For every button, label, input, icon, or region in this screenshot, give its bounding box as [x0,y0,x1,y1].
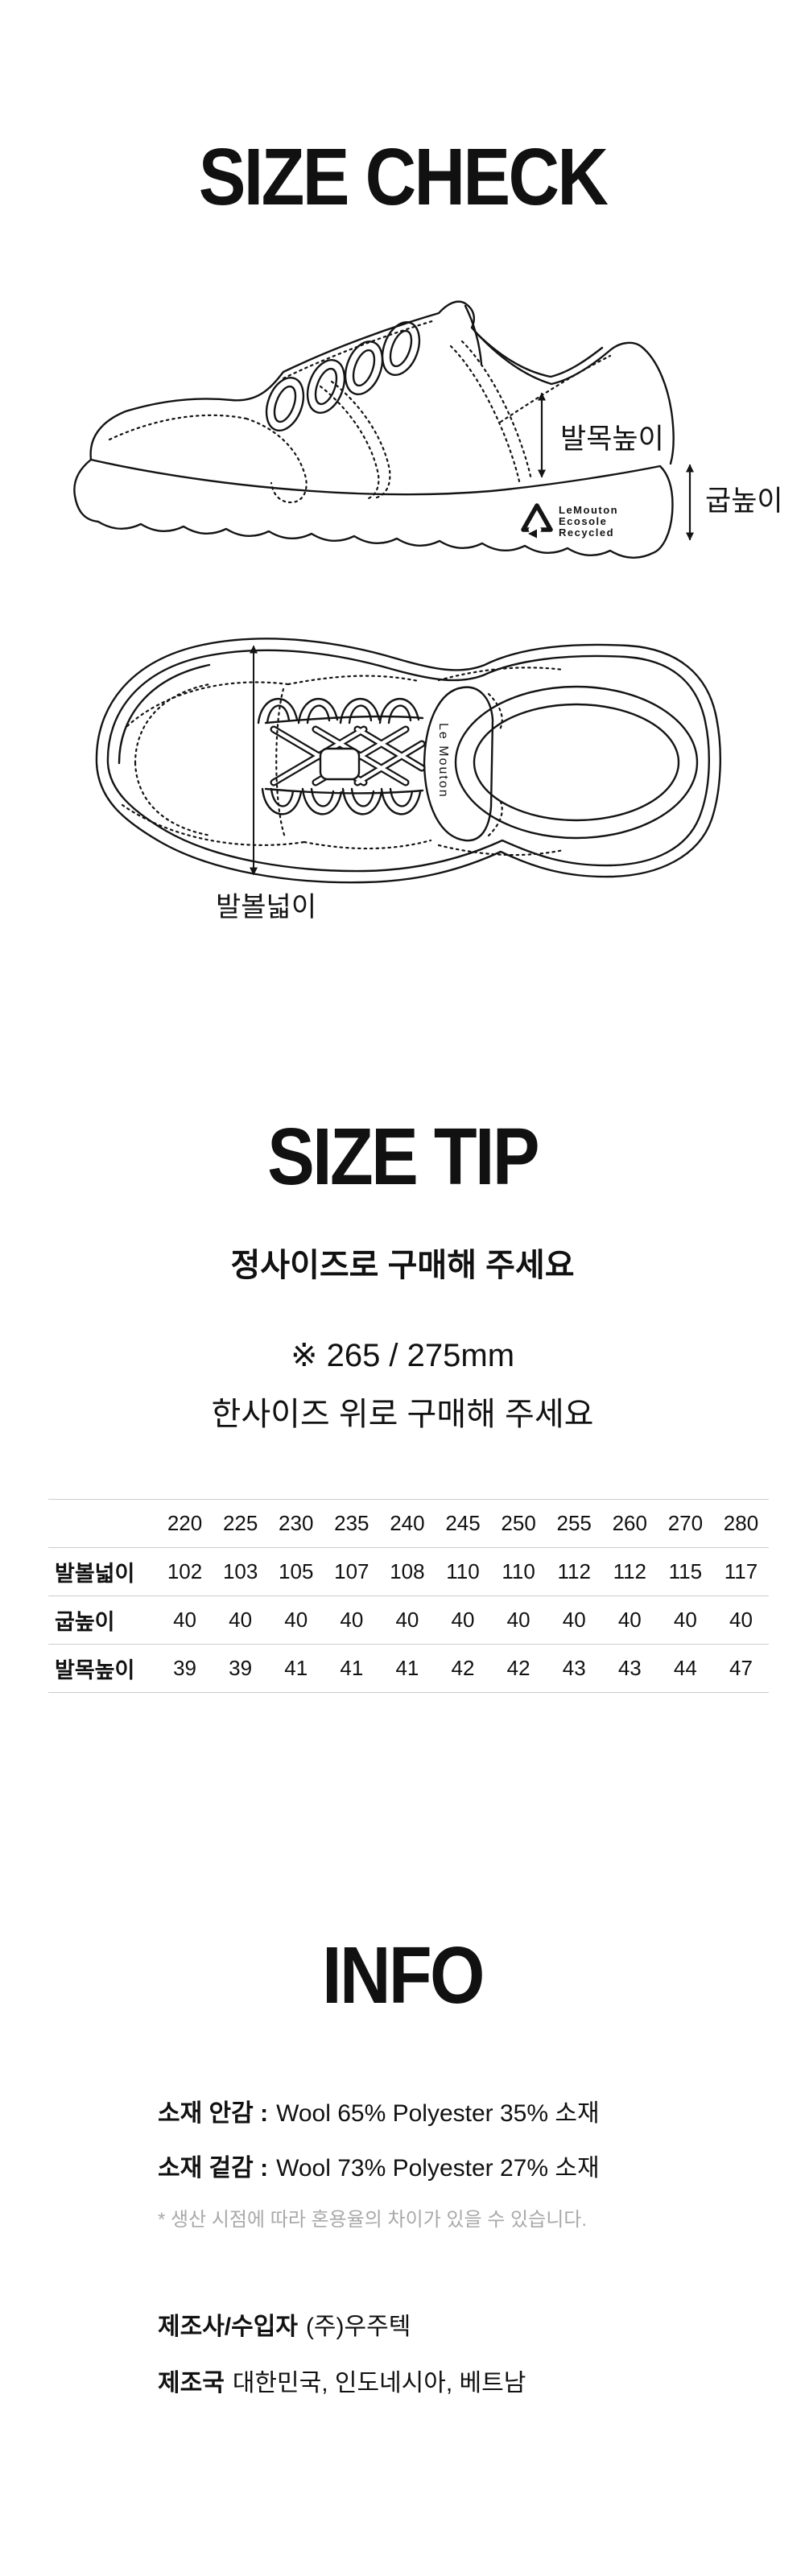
side-sole-outline [73,458,674,559]
svg-text:Recycled: Recycled [559,526,614,539]
table-row: 발목높이 39 39 41 41 41 42 42 43 43 44 47 [48,1645,769,1693]
table-size-header: 220 [167,1511,203,1535]
table-size-header: 270 [667,1511,704,1535]
table-cell: 40 [340,1608,364,1632]
side-upper-outline [89,300,675,465]
shoe-top-view-figure: Le Mouton 발볼넓이 [95,638,721,923]
table-cell: 39 [173,1656,196,1680]
top-tongue-outline [423,686,494,842]
table-cell: 43 [562,1656,586,1680]
size-tip-note-2: 한사이즈 위로 구매해 주세요 [211,1397,594,1432]
table-cell: 108 [390,1559,425,1583]
material-outer-line: 소재 겉감 : Wool 73% Polyester 27% 소재 [158,2157,600,2181]
table-size-header: 235 [334,1511,369,1535]
table-cell: 117 [724,1559,758,1583]
top-lace-loops [257,697,422,815]
top-crossing-laces [270,725,426,786]
table-cell: 43 [617,1656,642,1680]
side-lace-loops [265,321,421,431]
table-size-header: 225 [222,1511,258,1535]
table-cell: 40 [229,1608,253,1632]
table-cell: 103 [222,1559,258,1583]
table-cell: 40 [617,1608,642,1632]
table-cell: 41 [340,1656,364,1680]
table-row-label: 발볼넓이 [55,1562,135,1586]
ankle-height-label: 발목높이 [560,423,664,455]
material-disclaimer: * 생산 시점에 따라 혼용율의 차이가 있을 수 있습니다. [158,2209,588,2231]
table-size-header: 230 [279,1511,314,1535]
foot-width-label: 발볼넓이 [216,892,316,923]
table-cell: 40 [451,1608,475,1632]
table-size-header: 245 [445,1511,481,1535]
top-outer-outline [95,638,721,884]
size-table: 220 225 230 235 240 245 250 255 260 270 280 발볼넓이 102… [48,1499,769,1693]
table-size-header: 280 [723,1511,759,1535]
country-label: 제조국 [158,2370,225,2396]
material-outer-label: 소재 겉감 : [158,2155,269,2182]
tongue-logo-text: Le Mouton [436,723,450,799]
table-cell: 40 [173,1608,196,1632]
table-cell: 40 [562,1608,586,1632]
info-title: INFO [322,1930,485,2021]
manufacturer-value: (주)우주텍 [305,2314,411,2340]
heel-opening-inner [473,703,680,822]
table-size-header: 250 [501,1511,536,1535]
size-tip-title: SIZE TIP [267,1112,539,1202]
table-cell: 39 [229,1656,253,1680]
svg-text:LeMouton: LeMouton [559,504,618,516]
country-value: 대한민국, 인도네시아, 베트남 [232,2370,526,2396]
table-row: 발볼넓이 102 103 105 107 108 110 110 112 112 115 117 [48,1548,769,1596]
table-cell: 40 [506,1608,530,1632]
table-cell: 40 [395,1608,419,1632]
table-row: 굽높이 40 40 40 40 40 40 40 40 40 40 40 [48,1596,769,1645]
sole-logo-text: LeMouton Ecosole Recycled [559,504,618,539]
material-outer-value: Wool 73% Polyester 27% 소재 [276,2155,600,2182]
table-cell: 115 [668,1559,703,1583]
table-row: 220 225 230 235 240 245 250 255 260 270 280 [48,1500,769,1548]
material-lining-label: 소재 안감 : [158,2100,269,2127]
table-cell: 40 [284,1608,308,1632]
top-dotted-seams [121,667,565,857]
svg-text:Ecosole: Ecosole [559,515,607,527]
recycle-triangle-icon [521,503,553,539]
country-line: 제조국 대한민국, 인도네시아, 베트남 [158,2372,526,2396]
table-row-label: 발목높이 [55,1658,135,1682]
table-cell: 42 [506,1656,530,1680]
heel-height-label: 굽높이 [705,485,783,517]
manufacturer-label: 제조사/수입자 [158,2314,298,2340]
size-tip-subtitle: 정사이즈로 구매해 주세요 [230,1248,575,1283]
lace-keeper [319,747,361,781]
table-size-header: 260 [612,1511,647,1535]
size-tip-note-1: ※ 265 / 275mm [290,1338,515,1373]
table-size-header: 240 [390,1511,425,1535]
table-row-label: 굽높이 [55,1610,115,1634]
table-cell: 102 [167,1559,203,1583]
table-cell: 112 [557,1559,591,1583]
size-check-title: SIZE CHECK [198,132,609,222]
table-cell: 40 [729,1608,753,1632]
material-lining-value: Wool 65% Polyester 35% 소재 [276,2100,600,2127]
table-cell: 107 [334,1559,369,1583]
table-cell: 112 [613,1559,647,1583]
table-cell: 40 [673,1608,697,1632]
table-cell: 44 [673,1656,697,1680]
manufacturer-line: 제조사/수입자 (주)우주텍 [158,2315,411,2339]
table-cell: 41 [284,1656,308,1680]
table-cell: 110 [502,1559,535,1583]
table-cell: 110 [446,1559,480,1583]
table-cell: 42 [451,1656,475,1680]
table-cell: 105 [279,1559,314,1583]
table-size-header: 255 [556,1511,592,1535]
table-cell: 47 [729,1656,753,1680]
side-dotted-seams [108,319,612,504]
material-lining-line: 소재 안감 : Wool 65% Polyester 35% 소재 [158,2102,600,2126]
shoe-side-view-figure: 발목높이 굽높이 LeMouton Ecosole Recycled [73,300,783,559]
heel-opening-outer [454,685,699,840]
table-cell: 41 [395,1656,419,1680]
